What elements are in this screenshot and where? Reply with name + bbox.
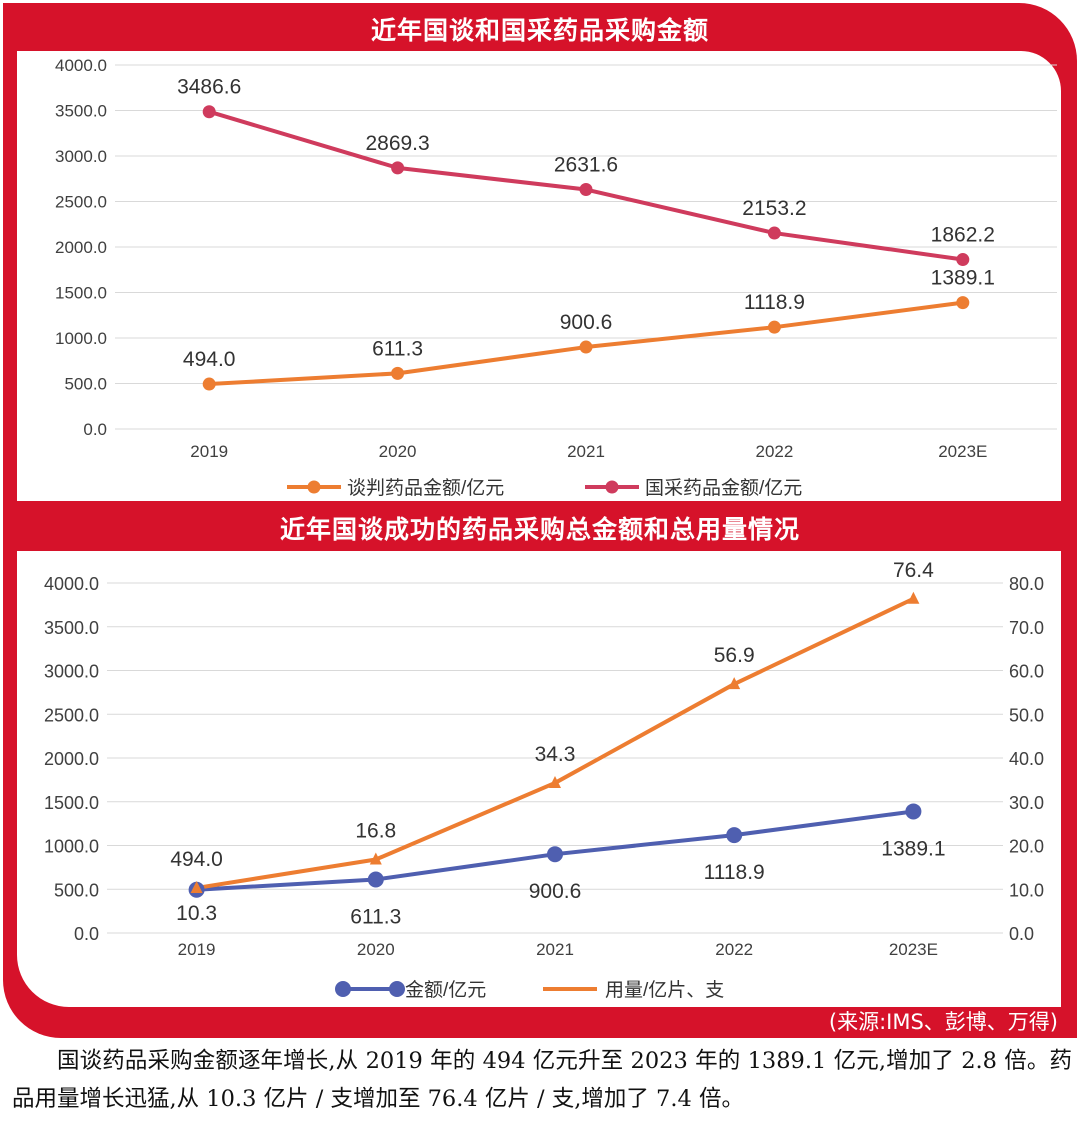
y-tick-label: 1500.0 [55,284,107,303]
chart1-panel: 4000.0 3500.0 3000.0 2500.0 2000.0 1500.0 1000… [17,51,1061,501]
y-tick-label: 1000.0 [55,329,107,348]
x-tick-label: 2019 [178,940,216,959]
y-tick-label: 0.0 [74,924,99,944]
y2-tick-label: 80.0 [1009,574,1044,594]
y-tick-label: 2000.0 [44,749,99,769]
data-point [579,183,593,197]
data-point [956,253,970,267]
data-point [391,161,405,175]
data-point [202,105,216,119]
chart1-svg: 4000.0 3500.0 3000.0 2500.0 2000.0 1500.0 1000… [55,56,1057,499]
data-point [579,340,593,354]
data-label: 2631.6 [554,154,618,177]
x-tick-label: 2020 [379,442,417,461]
data-point [907,591,920,604]
legend-marker [307,480,321,494]
data-label: 1118.9 [704,861,765,884]
data-label: 494.0 [170,848,223,871]
data-point [549,775,561,788]
data-label: 2153.2 [742,197,806,220]
data-point [726,827,743,844]
x-tick-label: 2020 [357,940,395,959]
y2-tick-label: 0.0 [1009,924,1034,944]
data-point [956,296,970,310]
y2-tick-label: 60.0 [1009,662,1044,682]
data-point [728,677,741,690]
caption-text: 国谈药品采购金额逐年增长,从 2019 年的 494 亿元升至 2023 年的 … [12,1042,1072,1118]
x-tick-label: 2021 [567,442,605,461]
x-tick-label: 2019 [190,442,228,461]
legend-label: 金额/亿元 [405,979,486,1001]
y-tick-label: 3000.0 [55,147,107,166]
data-label: 76.4 [893,559,934,582]
data-point [190,880,203,893]
x-tick-label: 2021 [536,940,574,959]
y-tick-label: 4000.0 [44,574,99,594]
data-label: 2869.3 [365,132,429,155]
chart2-title: 近年国谈成功的药品采购总金额和总用量情况 [279,515,800,544]
x-tick-label: 2023E [938,442,987,461]
y-tick-label: 1500.0 [44,793,99,813]
legend-label: 国采药品金额/亿元 [645,477,802,499]
data-point [391,366,405,380]
y-tick-label: 3000.0 [44,662,99,682]
x-tick-label: 2022 [715,940,753,959]
y-tick-label: 2500.0 [44,705,99,725]
data-point [767,320,781,334]
legend-marker [389,981,405,997]
y-tick-label: 3500.0 [44,618,99,638]
y-tick-label: 4000.0 [55,56,107,75]
data-point [367,871,384,888]
legend-label: 用量/亿片、支 [605,979,724,1001]
data-label: 3486.6 [177,76,241,99]
legend-marker [335,981,351,997]
chart2-panel: 4000.0 80.0 3500.0 70.0 3000.0 60.0 2500.0 50.0… [17,551,1061,1007]
legend-label: 谈判药品金额/亿元 [347,477,504,499]
data-point [547,846,563,863]
data-label: 1389.1 [931,267,995,290]
data-label: 10.3 [176,902,217,925]
caption-paragraph: 国谈药品采购金额逐年增长,从 2019 年的 494 亿元升至 2023 年的 … [12,1048,1072,1112]
y-tick-label: 2500.0 [55,193,107,212]
x-tick-label: 2022 [755,442,793,461]
data-label: 900.6 [529,880,582,903]
data-label: 56.9 [714,644,755,667]
y2-tick-label: 40.0 [1009,749,1044,769]
legend-marker [605,480,619,494]
y2-tick-label: 30.0 [1009,793,1044,813]
data-point [202,377,216,391]
data-label: 1862.2 [931,224,995,247]
source-note: (来源:IMS、彭博、万得) [828,1010,1058,1034]
y-tick-label: 500.0 [64,375,107,394]
y-tick-label: 2000.0 [55,238,107,257]
x-tick-label: 2023E [889,940,938,959]
data-point [369,852,382,865]
data-label: 611.3 [372,337,423,360]
data-point [905,803,922,820]
y-tick-label: 1000.0 [44,837,99,857]
y2-tick-label: 10.0 [1009,880,1044,900]
y2-tick-label: 50.0 [1009,705,1044,725]
data-label: 16.8 [355,820,396,843]
data-label: 34.3 [535,743,576,766]
data-label: 900.6 [560,311,613,334]
y2-tick-label: 70.0 [1009,618,1044,638]
y-tick-label: 500.0 [54,880,99,900]
chart-frame: 近年国谈和国采药品采购金额 4000.0 3500.0 3000.0 2500.0 20… [3,3,1077,1038]
data-label: 611.3 [350,906,401,929]
y-tick-label: 3500.0 [55,102,107,121]
data-label: 1389.1 [881,837,945,860]
chart2-svg: 4000.0 80.0 3500.0 70.0 3000.0 60.0 2500.0 50.0… [44,559,1044,1001]
y-tick-label: 0.0 [83,420,107,439]
data-label: 494.0 [183,348,236,371]
chart1-title: 近年国谈和国采药品采购金额 [370,16,709,45]
data-point [767,226,781,240]
data-label: 1118.9 [744,291,805,314]
y2-tick-label: 20.0 [1009,837,1044,857]
